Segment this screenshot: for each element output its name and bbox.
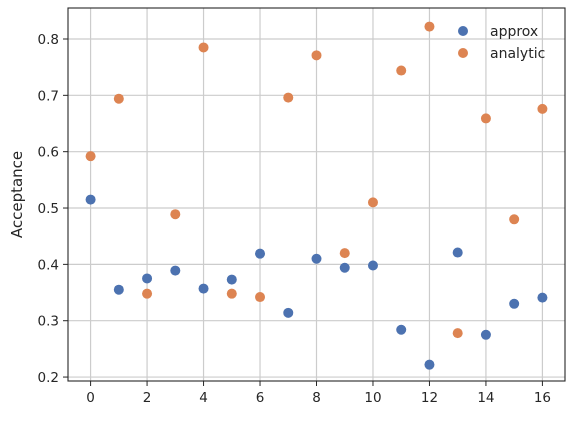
data-point-analytic [339, 248, 350, 259]
x-tick-label: 0 [86, 390, 95, 406]
data-point-analytic [283, 92, 294, 103]
grid-lines [68, 8, 565, 381]
data-point-approx [170, 265, 181, 276]
data-point-analytic [396, 65, 407, 76]
data-point-approx [509, 298, 520, 309]
data-point-approx [226, 274, 237, 285]
data-point-approx [113, 284, 124, 295]
data-point-approx [255, 248, 266, 259]
legend-marker-approx [458, 26, 468, 36]
data-point-approx [85, 194, 96, 205]
data-point-approx [311, 253, 322, 264]
x-tick-label: 2 [143, 390, 152, 406]
plot-frame [67, 7, 566, 382]
y-axis-label: Acceptance [8, 151, 26, 238]
data-point-approx [283, 307, 294, 318]
data-point-approx [396, 324, 407, 335]
data-point-analytic [85, 151, 96, 162]
x-tick-label: 10 [364, 390, 381, 406]
data-point-approx [367, 260, 378, 271]
data-point-approx [339, 262, 350, 273]
data-point-analytic [170, 209, 181, 220]
y-tick-label: 0.8 [38, 32, 59, 48]
x-tick-label: 6 [256, 390, 265, 406]
y-tick-label: 0.4 [38, 257, 59, 273]
data-point-analytic [452, 328, 463, 339]
data-point-analytic [367, 197, 378, 208]
data-point-approx [198, 283, 209, 294]
data-point-analytic [424, 21, 435, 32]
data-point-analytic [113, 93, 124, 104]
data-point-approx [142, 273, 153, 284]
data-point-analytic [509, 214, 520, 225]
data-point-analytic [537, 103, 548, 114]
data-points [85, 21, 548, 370]
x-tick-label: 8 [312, 390, 321, 406]
y-tick-label: 0.7 [38, 88, 59, 104]
y-tick-label: 0.6 [38, 145, 59, 161]
data-point-analytic [480, 113, 491, 124]
data-point-analytic [226, 288, 237, 299]
data-point-analytic [198, 42, 209, 53]
axis-ticks: 0 2 4 6 8 10 12 14 16 0.2 0.3 0.4 0.5 0.6 0.7 0.8 [38, 32, 551, 406]
data-point-analytic [142, 288, 153, 299]
legend-marker-analytic [458, 48, 468, 58]
data-point-analytic [255, 292, 266, 303]
data-point-approx [452, 247, 463, 258]
x-tick-label: 16 [534, 390, 551, 406]
y-tick-label: 0.3 [38, 314, 59, 330]
legend-label-analytic: analytic [490, 46, 545, 62]
data-point-approx [424, 359, 435, 370]
x-tick-label: 12 [421, 390, 438, 406]
y-tick-label: 0.2 [38, 370, 59, 386]
x-tick-label: 14 [477, 390, 494, 406]
y-tick-label: 0.5 [38, 201, 59, 217]
data-point-approx [480, 329, 491, 340]
legend: approx analytic [458, 24, 545, 62]
data-point-analytic [311, 50, 322, 61]
legend-label-approx: approx [490, 24, 538, 40]
x-tick-label: 4 [199, 390, 208, 406]
data-point-approx [537, 292, 548, 303]
